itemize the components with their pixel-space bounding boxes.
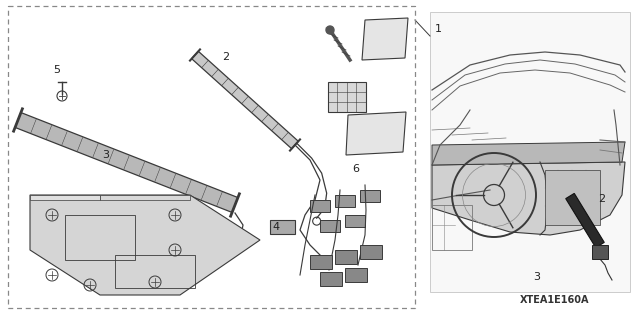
Polygon shape — [335, 250, 357, 264]
Polygon shape — [30, 195, 260, 295]
Polygon shape — [310, 200, 330, 212]
Polygon shape — [310, 255, 332, 269]
Polygon shape — [100, 195, 190, 200]
Text: 2: 2 — [598, 194, 605, 204]
Polygon shape — [360, 190, 380, 202]
Text: 4: 4 — [272, 222, 279, 232]
Polygon shape — [345, 268, 367, 282]
Bar — [432, 205, 472, 250]
Text: 3: 3 — [102, 150, 109, 160]
Polygon shape — [592, 245, 608, 259]
Bar — [430, 12, 630, 292]
Polygon shape — [432, 162, 625, 235]
Polygon shape — [360, 245, 382, 259]
Bar — [8, 6, 415, 308]
Polygon shape — [191, 51, 298, 149]
Polygon shape — [432, 142, 625, 165]
Text: 1: 1 — [435, 24, 442, 34]
Text: 3: 3 — [533, 272, 540, 282]
Text: 2: 2 — [222, 52, 229, 62]
Text: XTEA1E160A: XTEA1E160A — [520, 295, 589, 305]
Polygon shape — [346, 112, 406, 155]
Polygon shape — [320, 272, 342, 286]
Polygon shape — [335, 195, 355, 207]
Polygon shape — [328, 82, 366, 112]
Polygon shape — [345, 215, 365, 227]
Polygon shape — [270, 220, 295, 234]
Polygon shape — [30, 195, 100, 200]
Circle shape — [326, 26, 334, 34]
Polygon shape — [320, 220, 340, 232]
Polygon shape — [362, 18, 408, 60]
Text: 5: 5 — [53, 65, 60, 75]
Text: 6: 6 — [352, 164, 359, 174]
Bar — [545, 170, 600, 225]
Polygon shape — [566, 193, 604, 248]
Polygon shape — [15, 113, 238, 212]
